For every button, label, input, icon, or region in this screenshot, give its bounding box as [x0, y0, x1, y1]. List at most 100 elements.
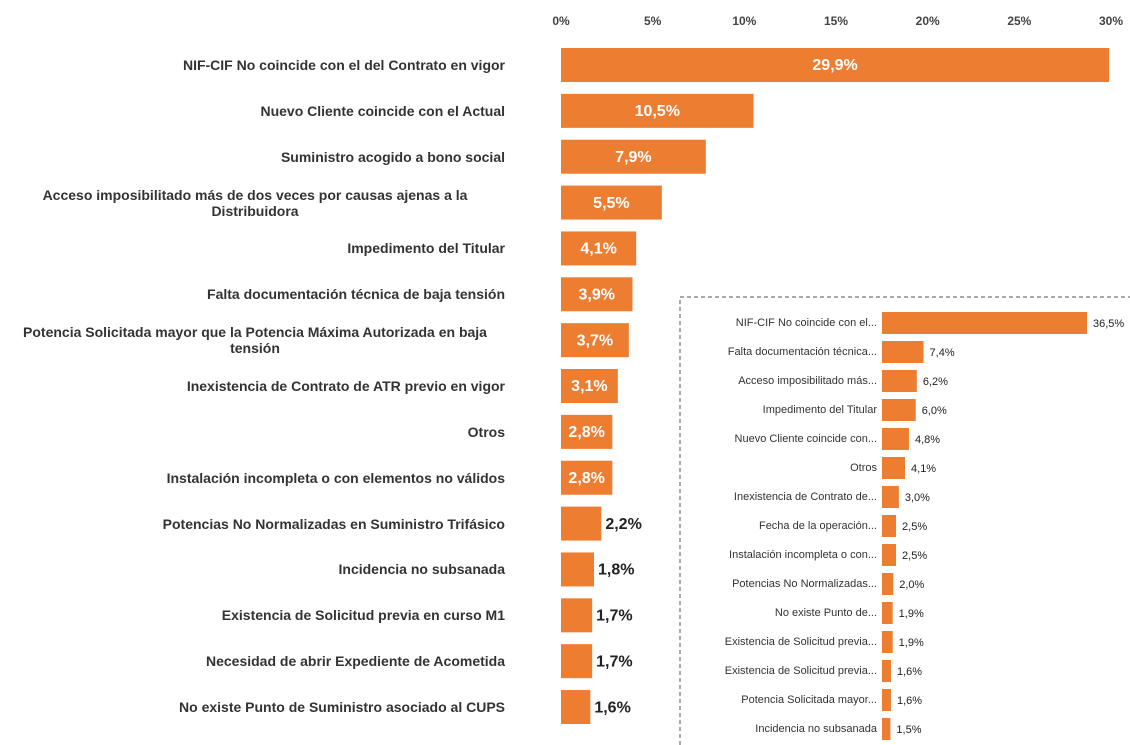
bar	[561, 139, 706, 174]
bar	[882, 312, 1087, 334]
bar	[561, 48, 1110, 82]
category-label: Acceso imposibilitado más...	[682, 367, 877, 396]
category-text: Nuevo Cliente coincide con el Actual	[260, 102, 505, 119]
category-label: Impedimento del Titular	[5, 226, 505, 272]
bar	[882, 660, 891, 682]
value-label: 1,6%	[897, 695, 922, 707]
category-text: Otros	[850, 462, 877, 474]
category-text: Existencia de Solicitud previa en curso …	[221, 607, 505, 624]
category-text: Existencia de Solicitud previa...	[724, 665, 877, 677]
bar	[561, 552, 594, 587]
value-label: 3,7%	[577, 332, 613, 349]
category-text: Falta documentación técnica...	[727, 346, 877, 358]
value-label: 6,2%	[923, 376, 948, 388]
value-label: 1,8%	[598, 562, 634, 579]
value-label: 2,0%	[899, 579, 924, 591]
category-text: Falta documentación técnica de baja tens…	[207, 286, 505, 303]
value-label: 2,8%	[568, 424, 604, 441]
category-text: Incidencia no subsanada	[338, 561, 506, 578]
bar	[882, 341, 924, 363]
category-label: Suministro acogido a bono social	[5, 134, 505, 180]
value-label: 2,2%	[605, 516, 641, 533]
bar	[561, 690, 591, 725]
bar	[561, 506, 602, 541]
bar	[882, 457, 906, 479]
value-label: 3,9%	[579, 287, 615, 304]
bar	[561, 369, 618, 404]
category-text: NIF-CIF No coincide con el...	[735, 317, 877, 329]
bar	[882, 486, 899, 508]
x-tick-label: 20%	[916, 14, 940, 28]
category-text: Fecha de la operación...	[758, 520, 877, 532]
value-label: 1,9%	[899, 608, 924, 620]
category-label: Otros	[682, 454, 877, 483]
x-tick-label: 10%	[732, 14, 756, 28]
bar	[882, 718, 891, 740]
bar	[882, 544, 897, 566]
bar	[882, 428, 909, 450]
category-text: Incidencia no subsanada	[755, 723, 877, 735]
value-label: 3,0%	[905, 492, 930, 504]
category-label: NIF-CIF No coincide con el...	[682, 309, 877, 338]
category-text: Acceso imposibilitado más...	[738, 375, 877, 387]
bar	[561, 460, 613, 495]
value-label: 4,8%	[915, 434, 940, 446]
value-label: 1,9%	[899, 637, 924, 649]
category-text: Impedimento del Titular	[762, 404, 877, 416]
category-label: Potencias No Normalizadas en Suministro …	[5, 501, 505, 547]
category-label: Otros	[5, 409, 505, 455]
value-label: 1,7%	[596, 608, 632, 625]
value-label: 1,6%	[594, 699, 630, 716]
value-label: 3,1%	[571, 378, 607, 395]
category-text: Nuevo Cliente coincide con...	[734, 433, 877, 445]
category-text: Potencia Solicitada mayor...	[741, 694, 877, 706]
x-tick-label: 0%	[552, 14, 570, 28]
category-label: Potencias No Normalizadas...	[682, 570, 877, 599]
category-label: Necesidad de abrir Expediente de Acometi…	[5, 638, 505, 684]
value-label: 1,7%	[596, 653, 632, 670]
bar	[561, 323, 629, 358]
category-label: Incidencia no subsanada	[682, 715, 877, 744]
category-label: Fecha de la operación...	[682, 512, 877, 541]
bar	[561, 231, 637, 266]
category-text: Inexistencia de Contrato de ATR previo e…	[186, 378, 505, 394]
category-text: Impedimento del Titular	[347, 240, 505, 257]
category-label: Falta documentación técnica...	[682, 338, 877, 367]
value-label: 2,5%	[902, 550, 927, 562]
category-label: Nuevo Cliente coincide con...	[682, 425, 877, 454]
category-label: No existe Punto de Suministro asociado a…	[5, 684, 505, 730]
category-label: Instalación incompleta o con elementos n…	[5, 455, 505, 501]
category-text: Existencia de Solicitud previa...	[724, 636, 877, 648]
value-label: 1,6%	[897, 666, 922, 678]
value-label: 5,5%	[593, 195, 629, 212]
category-text: Instalación incompleta o con...	[729, 549, 877, 561]
category-label: Existencia de Solicitud previa en curso …	[5, 592, 505, 638]
bar	[561, 93, 754, 128]
category-label: Nuevo Cliente coincide con el Actual	[5, 88, 505, 134]
value-label: 7,9%	[615, 149, 651, 166]
value-label: 36,5%	[1093, 318, 1124, 330]
category-text: Potencias No Normalizadas en Suministro …	[162, 515, 505, 532]
value-label: 4,1%	[911, 463, 936, 475]
category-text: Otros	[467, 423, 505, 440]
value-label: 2,8%	[568, 470, 604, 487]
category-text: Necesidad de abrir Expediente de Acometi…	[205, 653, 505, 670]
value-label: 6,0%	[922, 405, 947, 417]
category-text: No existe Punto de Suministro asociado a…	[179, 699, 505, 716]
category-label: Potencia Solicitada mayor que la Potenci…	[5, 317, 505, 363]
bar	[882, 515, 897, 537]
x-tick-label: 25%	[1007, 14, 1031, 28]
category-label: Instalación incompleta o con...	[682, 541, 877, 570]
value-label: 2,5%	[902, 521, 927, 533]
bar	[882, 370, 917, 392]
category-label: Inexistencia de Contrato de...	[682, 483, 877, 512]
inset-border	[679, 296, 1130, 745]
bar	[882, 399, 916, 421]
category-label: No existe Punto de...	[682, 599, 877, 628]
bar	[882, 631, 893, 653]
value-label: 10,5%	[635, 103, 680, 120]
value-label: 29,9%	[812, 57, 857, 74]
x-tick-label: 5%	[644, 14, 662, 28]
